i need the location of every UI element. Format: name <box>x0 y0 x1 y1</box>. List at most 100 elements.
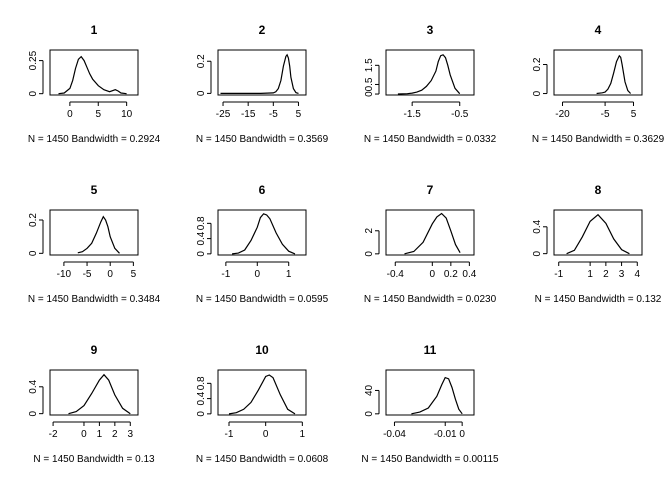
x-tick-label: -1 <box>554 269 563 280</box>
density-panel-9: 9-2 0 1 2 300.4N = 1450 Bandwidth = 0.13 <box>28 343 155 465</box>
panel-subtitle: N = 1450 Bandwidth = 0.3629 <box>532 134 665 145</box>
plot-frame <box>49 369 139 416</box>
panel-subtitle: N = 1450 Bandwidth = 0.2924 <box>28 134 161 145</box>
plot-frame <box>385 209 475 256</box>
panel-subtitle: N = 1450 Bandwidth = 0.132 <box>535 294 662 305</box>
x-tick-label: 0.2 <box>444 269 458 280</box>
y-tick-label: 0 <box>364 411 375 417</box>
panel-title: 5 <box>91 183 98 197</box>
x-tick-label: 1 <box>300 429 306 440</box>
x-tick-label: 0.4 <box>462 269 476 280</box>
density-panel-3: 3 -1.5 -0.5 00.5 1.5 N = 1450 Bandwidth = 0.0… <box>364 23 497 145</box>
plot-frame <box>553 209 643 256</box>
y-tick-label: 0.2 <box>28 213 39 227</box>
density-panel-7: 7 -0.4 0 0.2 0.4 0 2 N = 1450 Bandwidth = 0.023… <box>364 183 497 305</box>
panel-title: 10 <box>255 343 269 357</box>
density-curve <box>228 374 296 415</box>
panel-subtitle: N = 1450 Bandwidth = 0.0595 <box>196 294 329 305</box>
y-tick-label: 0 <box>364 251 375 257</box>
panel-title: 6 <box>259 183 266 197</box>
x-tick-label: 0 <box>255 269 261 280</box>
panel-title: 8 <box>595 183 602 197</box>
y-tick-label: 0 <box>196 251 207 257</box>
y-tick-label: 0.8 <box>196 376 207 390</box>
density-curve <box>404 212 461 255</box>
x-tick-label: 4 <box>635 269 641 280</box>
panel-subtitle: N = 1450 Bandwidth = 0.13 <box>33 454 155 465</box>
density-panel-10: 10-1 0 100.40.8N = 1450 Bandwidth = 0.0608 <box>196 343 329 465</box>
panel-subtitle: N = 1450 Bandwidth = 0.3569 <box>196 134 329 145</box>
x-tick-label: -5 <box>269 109 278 120</box>
panel-subtitle: N = 1450 Bandwidth = 0.00115 <box>361 454 499 465</box>
y-tick-label: 0.25 <box>28 50 39 70</box>
density-curve <box>232 213 296 255</box>
y-tick-label: 0 <box>28 410 39 416</box>
plot-frame <box>553 49 643 96</box>
y-tick-label: 0 <box>532 90 543 96</box>
x-tick-label: 3 <box>619 269 625 280</box>
plot-frame <box>217 49 307 96</box>
y-tick-label: 1.5 <box>364 58 375 72</box>
y-tick-label: 0.2 <box>196 54 207 68</box>
density-curve <box>77 215 120 254</box>
y-tick-label: 0.5 <box>364 77 375 91</box>
density-panel-4: 4 -20 -5 5 0 0.2 N = 1450 Bandwidth = 0.3629 <box>532 23 665 145</box>
density-curve <box>566 213 630 255</box>
y-tick-label: 0 <box>196 411 207 417</box>
panel-title: 4 <box>595 23 602 37</box>
x-tick-label: -0.01 <box>434 429 457 440</box>
x-tick-label: 0 <box>430 269 436 280</box>
x-tick-label: -0.4 <box>387 269 405 280</box>
density-panel-5: 5 -10 -5 0 5 0 0.2 N = 1450 Bandwidth = 0.3484 <box>28 183 161 305</box>
x-tick-label: -1.5 <box>404 109 422 120</box>
plot-frame <box>385 369 475 416</box>
density-curve <box>220 53 299 95</box>
panel-title: 11 <box>424 343 437 357</box>
y-tick-label: 40 <box>364 384 375 396</box>
x-tick-label: -15 <box>241 109 256 120</box>
x-tick-label: 5 <box>95 109 101 120</box>
y-tick-label: 0.4 <box>532 219 543 233</box>
density-curve <box>397 54 461 95</box>
x-tick-label: -1 <box>225 429 234 440</box>
x-tick-label: 0 <box>81 429 87 440</box>
panel-title: 1 <box>91 23 98 37</box>
y-tick-label: 0.4 <box>196 231 207 245</box>
panel-title: 9 <box>91 343 98 357</box>
x-tick-label: -20 <box>555 109 570 120</box>
y-tick-label: 0.8 <box>196 216 207 230</box>
x-tick-label: 1 <box>587 269 593 280</box>
x-tick-label: 0 <box>263 429 269 440</box>
y-tick-label: 0 <box>364 91 375 97</box>
x-tick-label: 0 <box>459 429 465 440</box>
density-panel-8: 8 -1 1 2 3 4 0 0.4 N = 1450 Bandwidth = 0.132 <box>532 183 662 305</box>
y-tick-label: 0 <box>28 90 39 96</box>
x-tick-label: 3 <box>127 429 133 440</box>
x-tick-label: -10 <box>57 269 72 280</box>
x-tick-label: -2 <box>49 429 58 440</box>
y-tick-label: 0.4 <box>196 391 207 405</box>
y-tick-label: 0 <box>28 250 39 256</box>
plot-frame <box>49 49 139 96</box>
y-tick-label: 0.2 <box>532 57 543 71</box>
panel-subtitle: N = 1450 Bandwidth = 0.3484 <box>28 294 161 305</box>
panel-subtitle: N = 1450 Bandwidth = 0.0230 <box>364 294 497 305</box>
x-tick-label: 2 <box>112 429 118 440</box>
x-tick-label: 1 <box>286 269 292 280</box>
panel-title: 7 <box>427 183 434 197</box>
y-tick-label: 0 <box>196 90 207 96</box>
density-curve <box>596 54 632 95</box>
x-tick-label: 0 <box>107 269 113 280</box>
density-panel-6: 6 -1 0 1 0 0.40.8 N = 1450 Bandwidth = 0.0595 <box>196 183 329 305</box>
panel-title: 3 <box>427 23 434 37</box>
plot-frame <box>217 369 307 416</box>
plot-frame <box>385 49 475 96</box>
x-tick-label: -0.5 <box>451 109 469 120</box>
y-tick-label: 0 <box>532 250 543 256</box>
x-tick-label: 1 <box>97 429 103 440</box>
x-tick-label: -5 <box>601 109 610 120</box>
plot-frame <box>217 209 307 256</box>
y-tick-label: 2 <box>364 228 375 234</box>
